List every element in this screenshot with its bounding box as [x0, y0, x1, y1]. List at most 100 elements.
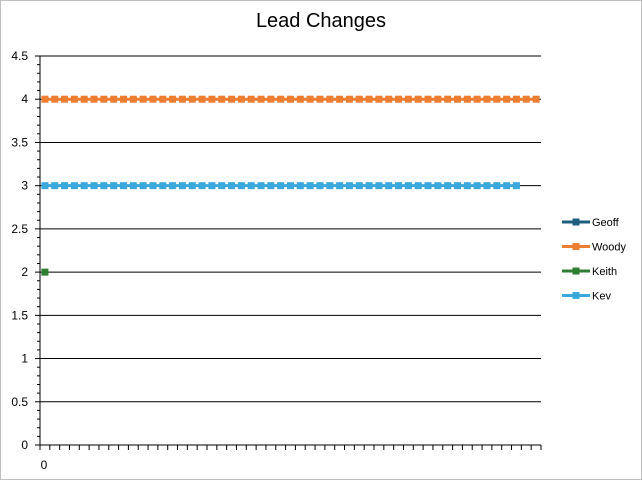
gridlines: [40, 55, 541, 403]
data-point-woody: [503, 95, 511, 103]
y-tick-label: 3: [21, 179, 28, 193]
data-point-kev: [483, 182, 491, 190]
legend-label-keith: Keith: [592, 266, 617, 278]
y-tick-label: 2: [21, 265, 28, 279]
data-point-kev: [395, 182, 403, 190]
data-point-kev: [336, 182, 344, 190]
data-point-woody: [404, 95, 412, 103]
data-point-woody: [454, 95, 461, 103]
y-tick-label: 1.5: [11, 308, 28, 322]
data-point-woody: [208, 95, 216, 103]
legend-marker-keith: [572, 267, 580, 275]
data-point-kev: [414, 182, 422, 190]
data-point-kev: [247, 182, 255, 190]
data-point-kev: [503, 182, 511, 190]
y-tick-label: 0: [21, 438, 28, 452]
data-point-kev: [188, 182, 196, 190]
data-point-woody: [149, 95, 157, 103]
data-point-kev: [385, 182, 393, 190]
data-point-kev: [70, 182, 78, 190]
data-point-woody: [444, 95, 452, 103]
data-point-kev: [228, 182, 236, 190]
data-point-woody: [316, 95, 324, 103]
data-point-kev: [454, 182, 461, 190]
data-point-woody: [90, 95, 98, 103]
data-point-woody: [522, 95, 530, 103]
data-point-kev: [473, 182, 481, 190]
data-point-woody: [159, 95, 167, 103]
data-point-woody: [129, 95, 137, 103]
data-point-kev: [110, 182, 118, 190]
data-point-kev: [218, 182, 226, 190]
x-tick-label: 0: [41, 458, 48, 472]
data-point-kev: [365, 182, 373, 190]
legend-marker-kev: [572, 292, 580, 299]
data-point-woody: [306, 95, 314, 103]
data-point-woody: [326, 95, 334, 103]
data-point-woody: [120, 95, 127, 103]
data-point-kev: [444, 182, 452, 190]
data-point-kev: [434, 182, 442, 190]
data-point-kev: [355, 182, 363, 190]
data-point-kev: [159, 182, 167, 190]
data-point-kev: [306, 182, 314, 190]
data-point-kev: [90, 182, 98, 190]
data-point-kev: [178, 182, 186, 190]
data-point-kev: [424, 182, 432, 190]
data-point-woody: [277, 95, 285, 103]
data-point-woody: [414, 95, 422, 103]
data-point-kev: [198, 182, 206, 190]
data-point-woody: [178, 95, 186, 103]
data-point-woody: [169, 95, 177, 103]
chart-title: Lead Changes: [255, 10, 387, 32]
data-point-woody: [198, 95, 206, 103]
data-point-kev: [169, 182, 177, 190]
legend: Geoff Woody Keith Kev: [562, 217, 627, 303]
legend-marker-geoff: [572, 218, 580, 226]
y-tick-label: 2.5: [11, 222, 28, 236]
legend-label-kev: Kev: [592, 291, 611, 303]
data-point-woody: [512, 95, 520, 103]
data-point-kev: [267, 182, 275, 190]
data-point-kev: [120, 182, 127, 190]
data-point-woody: [80, 95, 88, 103]
data-point-woody: [424, 95, 432, 103]
data-point-woody: [110, 95, 118, 103]
data-point-kev: [51, 182, 59, 190]
data-point-woody: [228, 95, 236, 103]
data-point-woody: [463, 95, 471, 103]
data-point-kev: [139, 182, 147, 190]
series-lines: [41, 95, 540, 276]
data-point-kev: [237, 182, 245, 190]
data-point-woody: [385, 95, 393, 103]
data-point-kev: [149, 182, 157, 190]
y-tick-label: 4.5: [11, 49, 28, 63]
data-point-woody: [267, 95, 275, 103]
data-point-woody: [296, 95, 304, 103]
data-point-woody: [355, 95, 363, 103]
data-point-woody: [365, 95, 373, 103]
data-point-kev: [208, 182, 216, 190]
data-point-kev: [404, 182, 412, 190]
data-point-kev: [345, 182, 353, 190]
data-point-woody: [532, 95, 540, 103]
legend-marker-woody: [572, 243, 580, 250]
data-point-woody: [434, 95, 442, 103]
data-point-woody: [41, 95, 49, 103]
y-tick-label: 1: [21, 352, 28, 366]
data-point-kev: [277, 182, 285, 190]
data-point-kev: [296, 182, 304, 190]
data-point-woody: [336, 95, 344, 103]
data-point-woody: [70, 95, 78, 103]
data-point-woody: [473, 95, 481, 103]
data-point-keith: [41, 268, 49, 276]
data-point-kev: [61, 182, 69, 190]
data-point-woody: [188, 95, 196, 103]
data-point-kev: [257, 182, 265, 190]
data-point-kev: [316, 182, 324, 190]
legend-label-woody: Woody: [592, 242, 627, 254]
data-point-kev: [41, 182, 49, 190]
data-point-woody: [51, 95, 59, 103]
